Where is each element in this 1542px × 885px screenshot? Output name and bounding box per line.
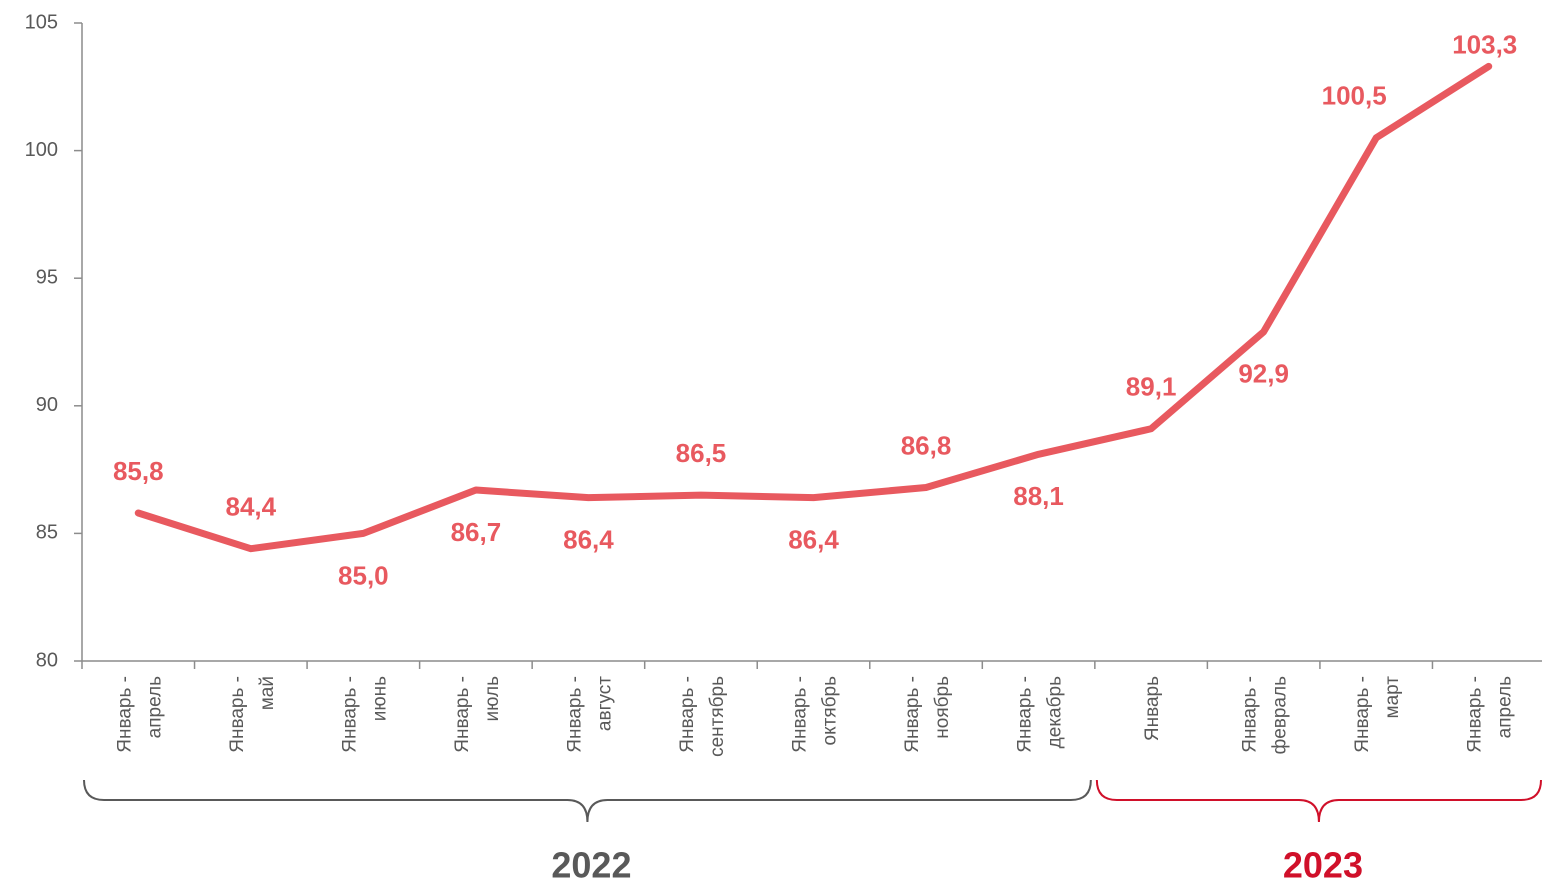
x-tick-label: июль <box>482 676 503 722</box>
x-tick-label: Январь - <box>790 676 811 753</box>
x-tick-label: Январь - <box>1465 676 1486 753</box>
x-tick-label: апрель <box>144 676 165 738</box>
value-label: 85,8 <box>113 456 164 486</box>
x-tick-label: ноябрь <box>932 676 953 739</box>
group-label: 2023 <box>1283 845 1363 885</box>
x-tick-label: Январь - <box>1015 676 1036 753</box>
value-label: 86,7 <box>451 517 502 547</box>
value-label: 100,5 <box>1322 81 1387 111</box>
x-tick-label: Январь - <box>564 676 585 753</box>
y-tick-label: 90 <box>36 394 58 416</box>
y-tick-label: 105 <box>25 11 58 33</box>
x-tick-label: Январь - <box>227 676 248 753</box>
y-tick-label: 95 <box>36 266 58 288</box>
value-label: 92,9 <box>1238 359 1289 389</box>
value-label: 103,3 <box>1452 29 1517 59</box>
value-label: 84,4 <box>226 492 277 522</box>
x-tick-label: Январь <box>1142 676 1163 741</box>
value-label: 85,0 <box>338 560 389 590</box>
line <box>134 62 1493 553</box>
group-label: 2022 <box>551 845 631 885</box>
y-tick-label: 100 <box>25 139 58 161</box>
value-label: 86,8 <box>901 430 952 460</box>
x-tick-label: март <box>1382 676 1403 719</box>
x-tick-label: август <box>594 676 615 731</box>
value-label: 86,4 <box>563 525 614 555</box>
x-tick-label: Январь - <box>452 676 473 753</box>
y-tick-label: 85 <box>36 522 58 544</box>
value-label: 89,1 <box>1126 372 1177 402</box>
x-tick-label: октябрь <box>820 676 841 746</box>
x-tick-label: Январь - <box>339 676 360 753</box>
x-tick-label: декабрь <box>1045 676 1066 748</box>
value-label: 86,5 <box>676 438 727 468</box>
x-tick-label: Январь - <box>677 676 698 753</box>
group-bracket <box>83 779 1092 823</box>
x-tick-label: Январь - <box>1352 676 1373 753</box>
x-tick-label: Январь - <box>114 676 135 753</box>
x-tick-label: Январь - <box>1240 676 1261 753</box>
x-tick-label: сентябрь <box>707 676 728 757</box>
x-tick-label: май <box>257 676 278 710</box>
group-bracket <box>1095 779 1542 823</box>
value-label: 88,1 <box>1013 481 1064 511</box>
y-tick-label: 80 <box>36 649 58 671</box>
x-tick-label: Январь - <box>902 676 923 753</box>
value-label: 86,4 <box>788 525 839 555</box>
x-tick-label: февраль <box>1270 676 1291 755</box>
x-tick-label: апрель <box>1495 676 1516 738</box>
x-tick-label: июнь <box>369 676 390 721</box>
